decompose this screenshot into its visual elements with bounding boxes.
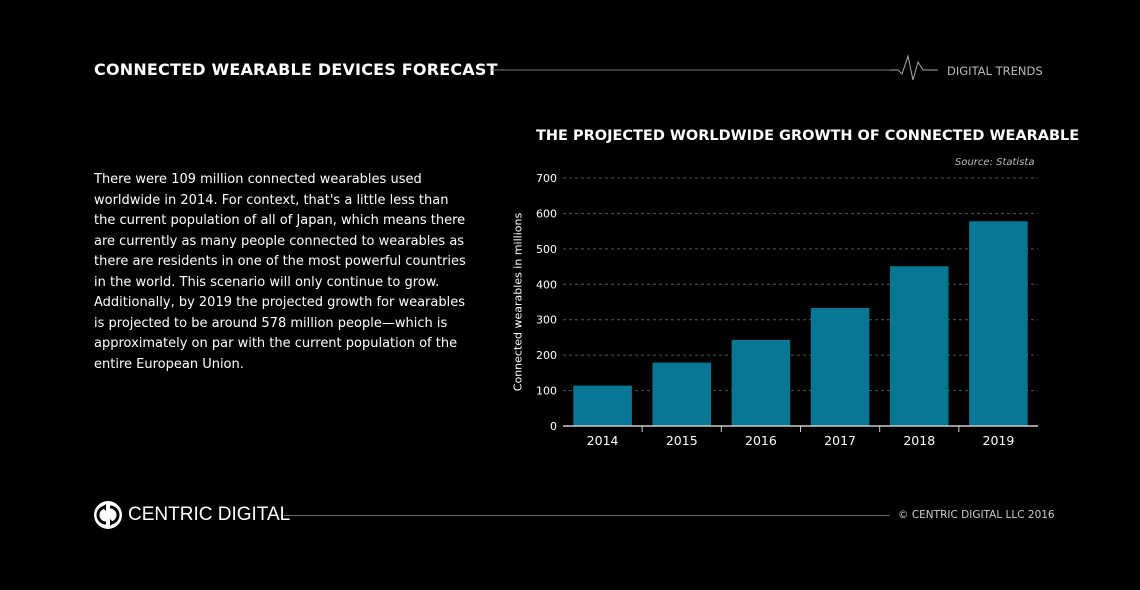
y-tick-label: 700 [536, 172, 557, 185]
y-tick-label: 200 [536, 349, 557, 362]
page-title: CONNECTED WEARABLE DEVICES FORECAST [94, 60, 498, 79]
y-tick-label: 400 [536, 278, 557, 291]
centric-logo-icon [94, 501, 122, 529]
x-tick-label: 2014 [587, 433, 619, 448]
bar-2019 [969, 221, 1028, 426]
brand-name: CENTRIC DIGITAL [128, 504, 291, 525]
pulse-icon [890, 54, 938, 81]
chart-source: Source: Statista [955, 157, 1035, 168]
chart-title: THE PROJECTED WORLDWIDE GROWTH OF CONNEC… [536, 128, 1080, 144]
bar-2016 [731, 339, 791, 426]
section-label: DIGITAL TRENDS [947, 64, 1043, 78]
y-tick-label: 600 [536, 207, 557, 220]
copyright: © CENTRIC DIGITAL LLC 2016 [898, 509, 1055, 521]
header-rule [492, 54, 938, 81]
x-tick-label: 2018 [903, 433, 935, 448]
x-tick-label: 2017 [824, 433, 856, 448]
x-tick-label: 2019 [983, 433, 1015, 448]
bar-2018 [889, 266, 949, 426]
bar-2017 [810, 308, 870, 426]
x-tick-label: 2015 [666, 433, 698, 448]
body-paragraph: There were 109 million connected wearabl… [94, 172, 466, 372]
y-tick-label: 300 [536, 314, 557, 327]
footer-rule [284, 515, 890, 516]
bar-chart: 0 100 200 300 400 500 600 700 2014 2015 2016 2017 20… [536, 172, 1038, 448]
x-tick-label: 2016 [745, 433, 777, 448]
bar-2014 [573, 385, 632, 426]
bar-2015 [652, 362, 712, 426]
y-tick-label: 500 [536, 243, 557, 256]
y-tick-label: 100 [536, 385, 557, 398]
y-tick-label: 0 [550, 420, 557, 433]
